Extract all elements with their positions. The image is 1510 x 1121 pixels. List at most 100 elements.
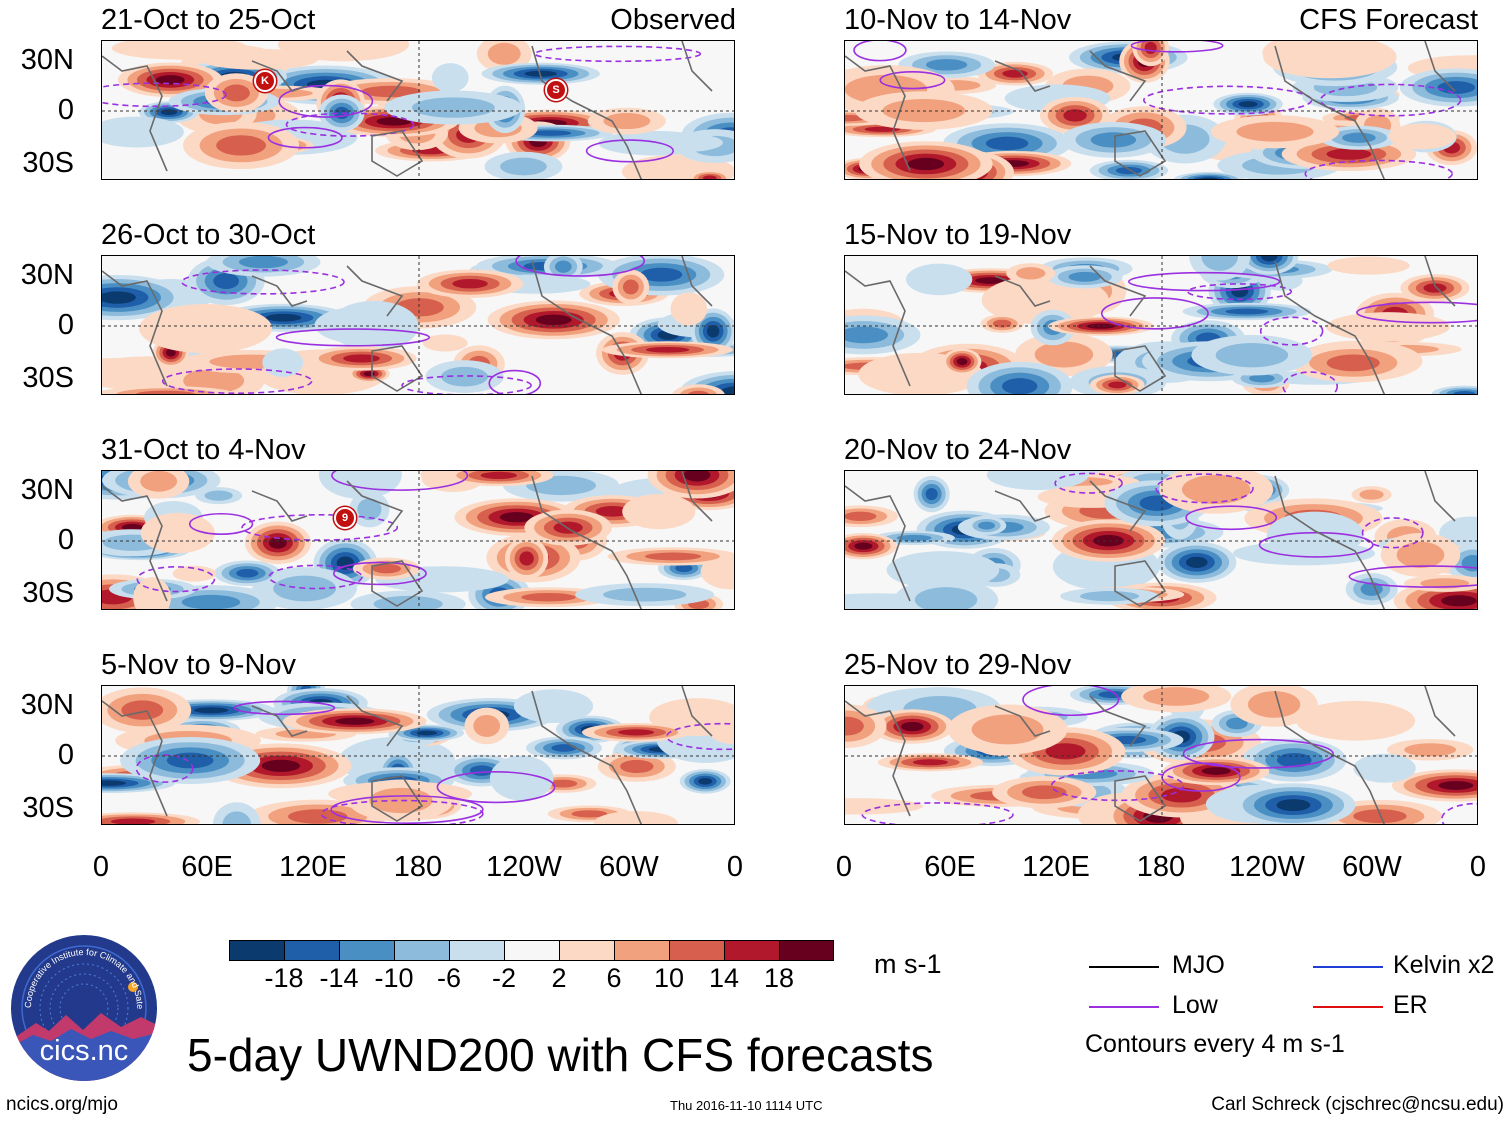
x-tick-label: 60E	[924, 851, 976, 883]
low-contour	[268, 564, 363, 590]
anomaly-blob	[216, 135, 266, 156]
anomaly-blob	[1326, 354, 1380, 372]
anomaly-blob	[905, 263, 973, 296]
footer-author[interactable]: Carl Schreck (cjschrec@ncsu.edu)	[1211, 1094, 1504, 1115]
low-contour	[1282, 371, 1339, 394]
colorbar-tick-label: 2	[551, 963, 567, 993]
anomaly-blob	[1086, 323, 1116, 329]
panel-title: 21-Oct to 25-Oct	[101, 4, 316, 36]
colorbar-swatch	[284, 940, 339, 961]
anomaly-blob	[473, 714, 501, 737]
anomaly-blob	[1437, 81, 1476, 94]
x-tick-label: 0	[835, 851, 853, 883]
anomaly-blob	[978, 521, 995, 530]
anomaly-blob	[1201, 767, 1231, 775]
low-contour	[135, 754, 194, 783]
y-tick-label: 30N	[20, 689, 74, 721]
low-contour	[1259, 316, 1324, 346]
anomaly-blob	[687, 390, 710, 394]
coastline	[845, 686, 1456, 824]
anomaly-blob	[238, 256, 288, 269]
map-panel-obs-4	[101, 685, 735, 825]
low-contour	[861, 802, 1014, 824]
anomaly-blob	[640, 267, 683, 282]
anomaly-blob	[1438, 781, 1474, 790]
anomaly-blob	[1359, 489, 1384, 500]
low-contour	[853, 41, 907, 62]
anomaly-blob	[1186, 556, 1208, 568]
footer-url[interactable]: ncics.org/mjo	[6, 1094, 118, 1115]
anomaly-blob	[133, 577, 171, 609]
colorbar-tick-label: -2	[491, 963, 516, 993]
low-contour	[1100, 297, 1209, 330]
anomaly-blob	[554, 260, 572, 273]
colorbar-units: m s-1	[874, 949, 942, 979]
legend-line-low	[1089, 1006, 1159, 1008]
anomaly-blob	[1263, 41, 1397, 79]
colorbar-swatch	[339, 940, 394, 961]
anomaly-blob	[222, 811, 252, 824]
anomaly-blob	[571, 810, 608, 818]
low-contour	[1187, 283, 1293, 301]
anomaly-blob	[535, 314, 572, 326]
coastline	[845, 41, 1456, 179]
anomaly-blob	[683, 471, 711, 482]
coastline	[102, 41, 713, 179]
legend-line-kelvin	[1313, 966, 1383, 968]
anomaly-blob	[1115, 166, 1142, 175]
anomaly-blob	[1238, 101, 1258, 108]
anomaly-blob	[956, 358, 968, 366]
colorbar-swatch	[504, 940, 559, 961]
anomaly-blob	[369, 787, 433, 814]
anomaly-blob	[521, 592, 576, 602]
low-contour	[585, 139, 675, 163]
anomaly-blob	[288, 809, 348, 824]
anomaly-blob	[361, 85, 421, 98]
observed-label: Observed	[610, 4, 736, 36]
anomaly-blob	[110, 818, 156, 824]
anomaly-blob	[845, 511, 877, 521]
anomaly-blob	[1068, 271, 1102, 282]
anomaly-blob	[262, 348, 304, 377]
map-panel-obs-3	[101, 470, 735, 610]
low-contour	[333, 561, 427, 586]
anomaly-blob	[975, 277, 1006, 284]
anomaly-blob	[1276, 752, 1312, 768]
anomaly-blob	[1215, 343, 1289, 368]
coastline	[102, 256, 713, 394]
anomaly-blob	[199, 48, 319, 70]
forecast-label: CFS Forecast	[1299, 4, 1478, 36]
anomaly-blob	[1201, 256, 1238, 271]
panel-title: 20-Nov to 24-Nov	[844, 434, 1072, 466]
anomaly-blob	[146, 320, 235, 349]
anomaly-blob	[638, 133, 723, 153]
y-tick-label: 0	[57, 739, 74, 771]
anomaly-blob	[864, 126, 901, 132]
y-tick-label: 30S	[22, 362, 74, 394]
anomaly-blob	[1144, 41, 1157, 54]
map-panel-fc-4	[844, 685, 1478, 825]
low-contour	[879, 71, 946, 90]
anomaly-blob	[551, 744, 577, 752]
legend-label: MJO	[1172, 951, 1225, 979]
panel-title: 10-Nov to 14-Nov	[844, 4, 1072, 36]
map-panel-fc-3	[844, 470, 1478, 610]
panel-title: 15-Nov to 19-Nov	[844, 219, 1072, 251]
legend-label: ER	[1393, 991, 1428, 1019]
low-contour	[1155, 473, 1254, 504]
anomaly-blob	[1423, 283, 1447, 293]
anomaly-blob	[181, 594, 241, 609]
colorbar-swatch	[559, 940, 614, 961]
anomaly-blob	[441, 366, 488, 387]
low-contour	[436, 771, 556, 804]
anomaly-blob	[670, 292, 708, 326]
anomaly-blob	[925, 59, 968, 71]
anomaly-blob	[1199, 177, 1219, 179]
anomaly-blob	[548, 779, 578, 788]
anomaly-blob	[1079, 591, 1140, 602]
low-contour	[1304, 159, 1453, 179]
anomaly-blob	[845, 326, 888, 344]
low-contour	[285, 112, 415, 137]
anomaly-blob	[363, 371, 375, 377]
anomaly-blob	[156, 75, 185, 85]
